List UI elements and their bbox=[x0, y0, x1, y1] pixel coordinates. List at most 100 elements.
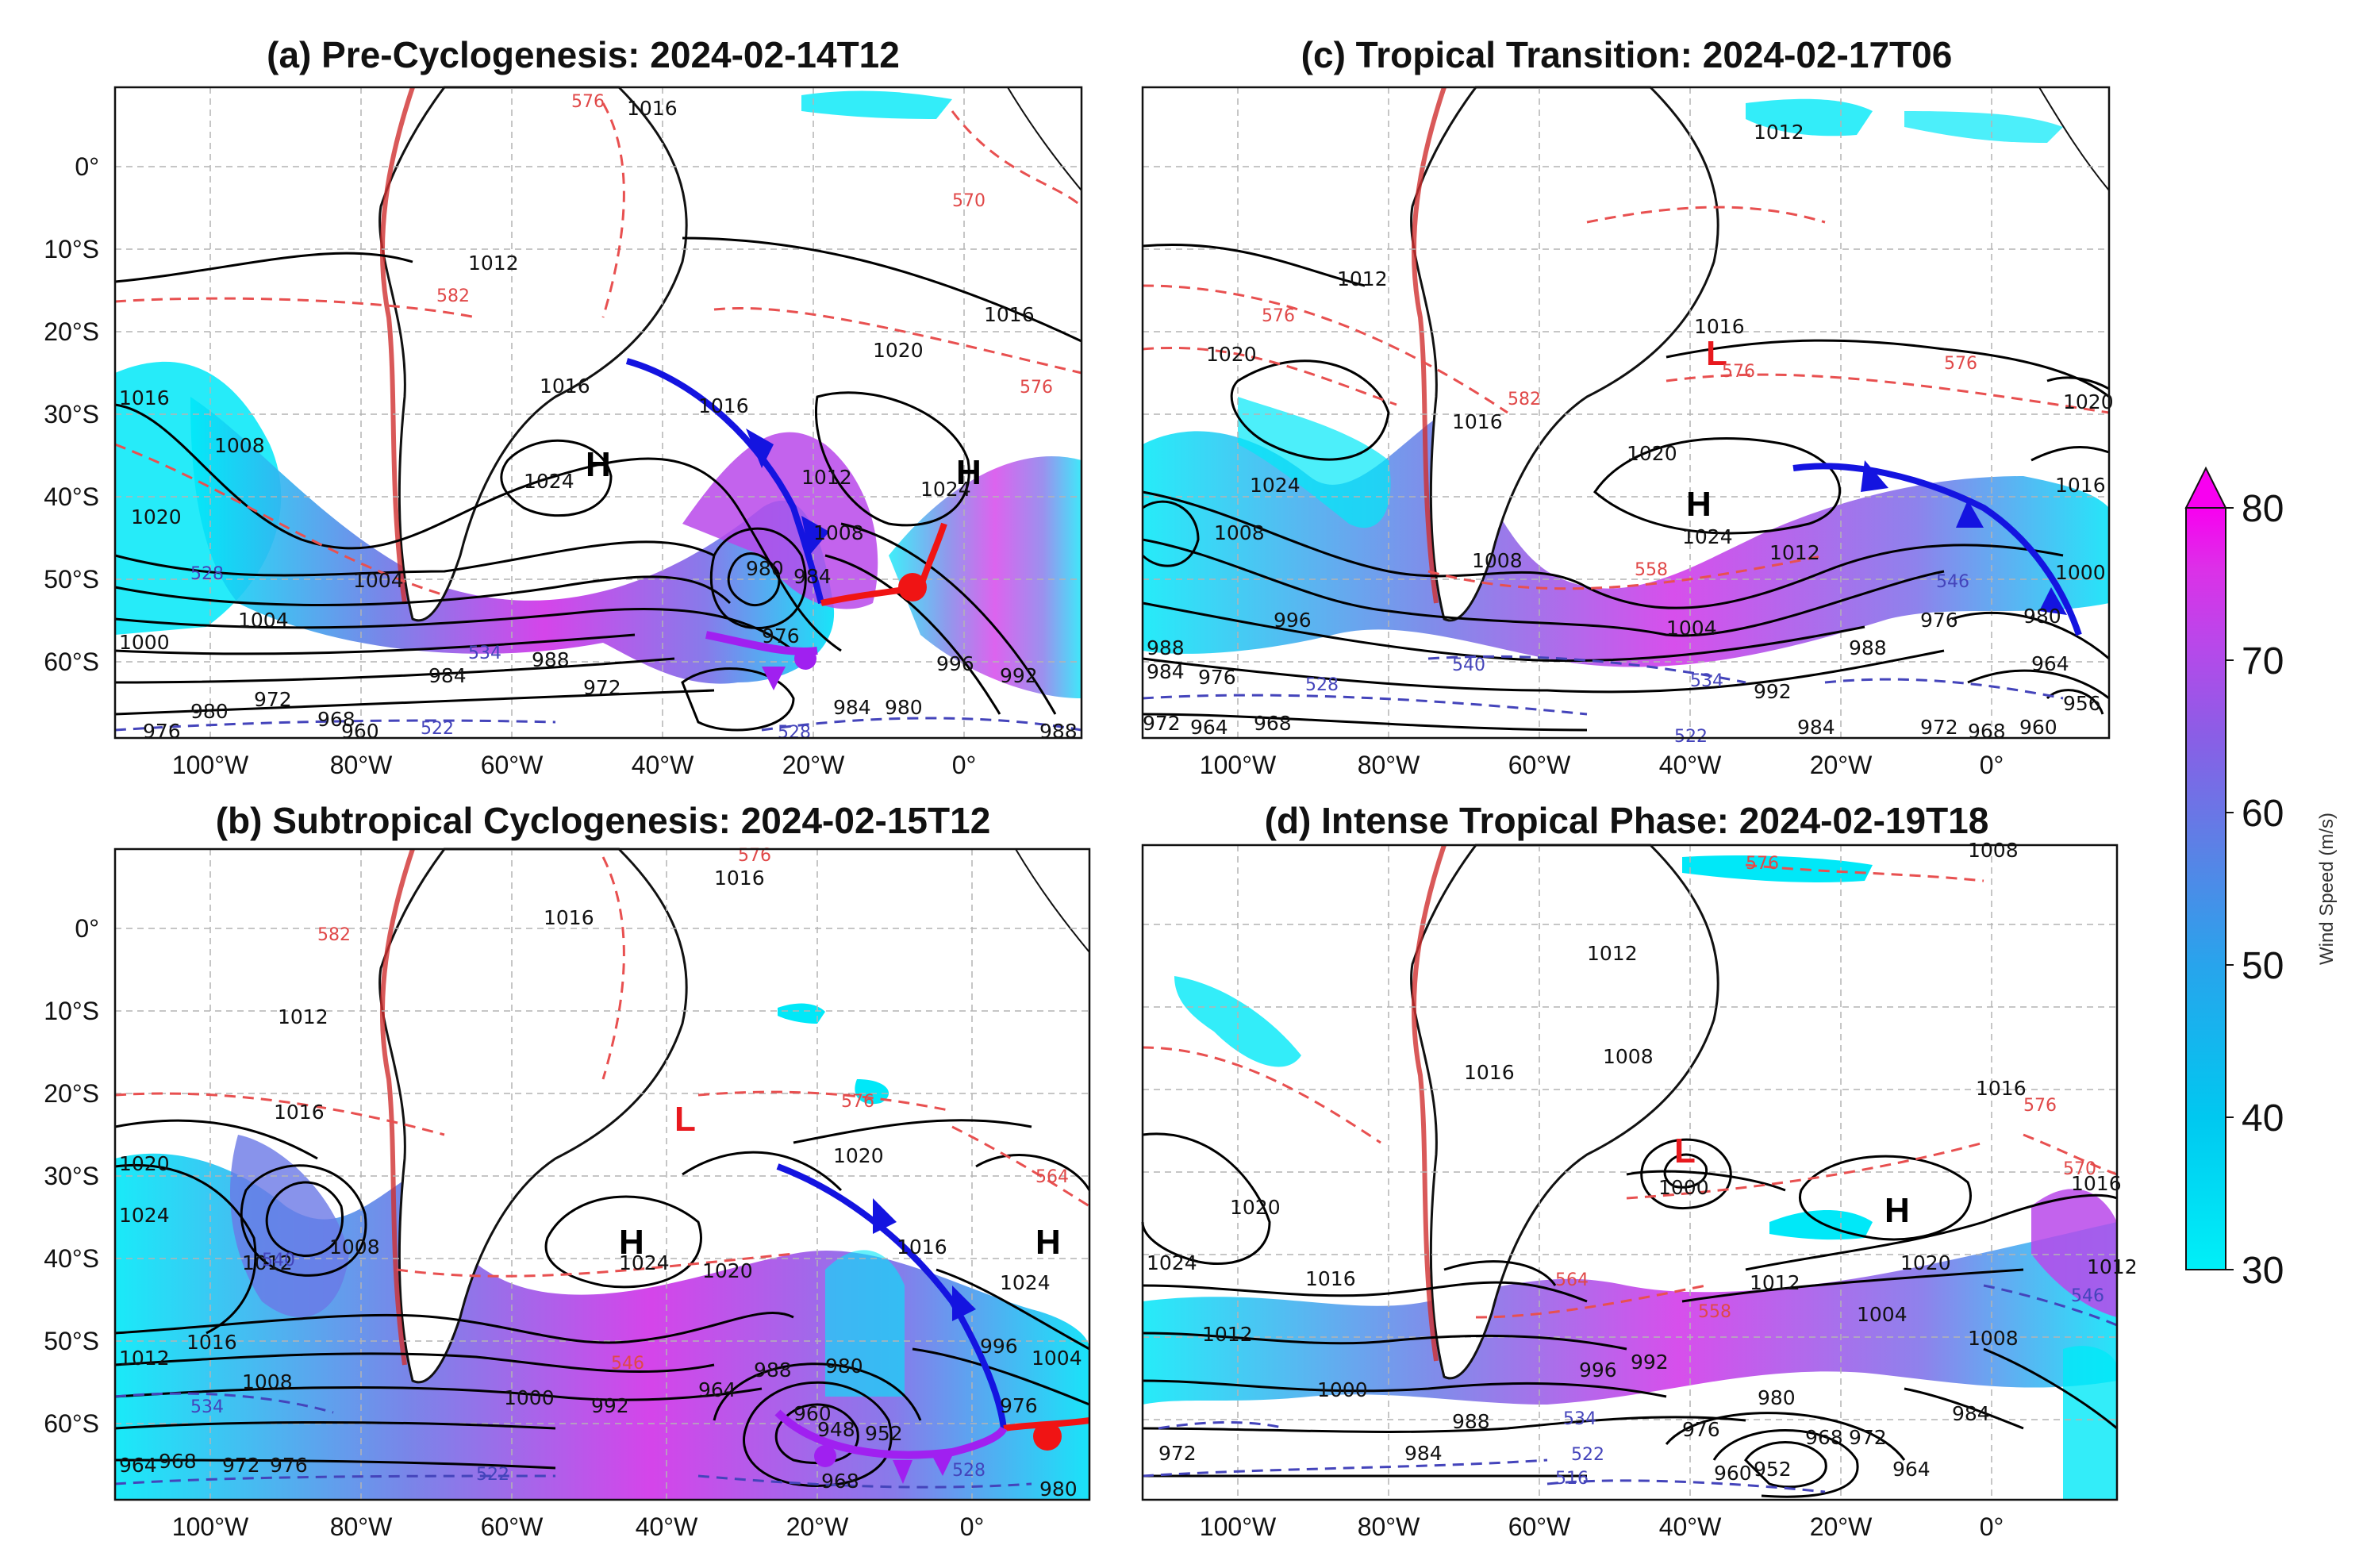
panel-d-isobar-label: 1000 bbox=[1317, 1378, 1368, 1401]
panel-c-isobar-label: 1024 bbox=[1682, 525, 1733, 548]
panel-a-x-tick: 100°W bbox=[172, 751, 249, 779]
panel-a-height-label-blue: 534 bbox=[468, 644, 501, 663]
panel-b-system-h2: H bbox=[1035, 1223, 1061, 1262]
panel-b-y-tick: 40°S bbox=[44, 1244, 99, 1273]
panel-a-isobar-label: 968 bbox=[317, 708, 355, 731]
panel-b-height-label-blue: 534 bbox=[190, 1397, 224, 1417]
panel-b-isobar-label: 1008 bbox=[242, 1370, 293, 1393]
panel-a-isobar-label: 1012 bbox=[468, 252, 519, 275]
panel-b-isobar-label: 1012 bbox=[278, 1005, 328, 1028]
panel-b-y-tick: 60°S bbox=[44, 1409, 99, 1438]
panel-a-system-h1: H bbox=[586, 445, 611, 484]
panel-c-isobar-label: 988 bbox=[1147, 636, 1185, 659]
panel-b-isobar-label: 1008 bbox=[329, 1236, 380, 1259]
panel-d: (d) Intense Tropical Phase: 2024-02-19T1… bbox=[1141, 800, 2138, 1541]
panel-c-isobar-label: 968 bbox=[1968, 720, 2006, 743]
panel-b-system-h1: H bbox=[619, 1223, 644, 1262]
panel-a-isobar-labels: 1016 1012 1016 1020 1016 1016 1024 1016 … bbox=[119, 97, 1078, 743]
panel-c-map: L H 1012 1012 1020 1024 1016 1008 996 98… bbox=[1141, 86, 2114, 747]
panel-a-isobar-label: 1020 bbox=[131, 505, 182, 528]
panel-d-isobar-label: 1008 bbox=[1968, 839, 2019, 862]
panel-b-isobar-label: 980 bbox=[825, 1355, 863, 1378]
panel-a-isobar-label: 976 bbox=[762, 625, 800, 648]
panel-d-isobar-label: 1012 bbox=[1587, 942, 1638, 965]
panel-d-isobar-label: 1000 bbox=[1658, 1176, 1709, 1199]
panel-d-isobar-label: 1024 bbox=[1147, 1251, 1197, 1274]
panel-d-height-label: 576 bbox=[1746, 854, 1779, 874]
panel-b-x-tick: 20°W bbox=[786, 1512, 849, 1541]
panel-d-isobar-label: 1020 bbox=[1230, 1196, 1281, 1219]
panel-b-isobar-label: 948 bbox=[817, 1418, 855, 1441]
panel-d-height-label-blue: 522 bbox=[1571, 1445, 1604, 1465]
panel-b-height-label: 582 bbox=[317, 925, 351, 945]
panel-d-height-label: 564 bbox=[1555, 1270, 1589, 1290]
panel-a-y-tick: 40°S bbox=[44, 482, 99, 511]
panel-b-isobar-label: 988 bbox=[754, 1359, 792, 1382]
panel-d-system-l: L bbox=[1674, 1132, 1696, 1170]
panel-c-isobar-label: 1024 bbox=[1250, 474, 1301, 497]
panel-b: (b) Subtropical Cyclogenesis: 2024-02-15… bbox=[44, 800, 1091, 1541]
panel-c-x-tick: 0° bbox=[1980, 751, 2004, 779]
panel-c-isobar-label: 964 bbox=[2031, 652, 2069, 675]
panel-c-isobar-label: 1008 bbox=[1214, 521, 1265, 544]
panel-a-title: (a) Pre-Cyclogenesis: 2024-02-14T12 bbox=[267, 34, 900, 75]
panel-b-isobar-label: 1016 bbox=[714, 867, 765, 890]
panel-c-isobar-label: 956 bbox=[2063, 692, 2101, 715]
panel-d-isobar-label: 952 bbox=[1754, 1458, 1792, 1481]
panel-a-x-tick: 20°W bbox=[782, 751, 845, 779]
panel-a-isobar-label: 1016 bbox=[984, 303, 1035, 326]
panel-a-isobar-label: 1004 bbox=[238, 609, 289, 632]
panel-d-system-h: H bbox=[1885, 1191, 1910, 1230]
panel-b-isobar-label: 1024 bbox=[1000, 1271, 1051, 1294]
panel-a-isobar-label: 988 bbox=[532, 648, 570, 671]
panel-c: (c) Tropical Transition: 2024-02-17T06 bbox=[1141, 34, 2114, 779]
panel-c-isobar-label: 988 bbox=[1849, 636, 1887, 659]
panel-a-isobar-label: 972 bbox=[254, 688, 292, 711]
panel-c-isobar-label: 1020 bbox=[1206, 343, 1257, 366]
panel-c-height-label: 576 bbox=[1944, 354, 1977, 374]
panel-a-isobar-label: 1024 bbox=[524, 470, 574, 493]
panel-c-height-label-blue: 522 bbox=[1674, 727, 1708, 747]
panel-b-isobar-label: 1004 bbox=[1032, 1347, 1082, 1370]
panel-a-isobar-label: 992 bbox=[1000, 664, 1038, 687]
panel-c-isobar-label: 1016 bbox=[1694, 315, 1745, 338]
panel-b-isobar-label: 1016 bbox=[897, 1236, 947, 1259]
panel-c-height-label-blue: 534 bbox=[1690, 671, 1723, 691]
panel-a-isobar-label: 1024 bbox=[920, 478, 971, 501]
panel-c-isobar-label: 960 bbox=[2019, 716, 2057, 739]
panel-b-height-label: 576 bbox=[841, 1092, 874, 1112]
panel-b-height-label-blue: 522 bbox=[476, 1465, 509, 1485]
panel-d-isobar-label: 1016 bbox=[1976, 1077, 2027, 1100]
panel-a-isobar-label: 1020 bbox=[873, 339, 924, 362]
panel-d-x-tick: 20°W bbox=[1810, 1512, 1873, 1541]
panel-b-isobar-labels: 1016 1016 1012 1016 1020 1024 1008 1012 … bbox=[119, 867, 1082, 1501]
panel-c-system-l: L bbox=[1706, 334, 1727, 373]
panel-d-isobar-label: 1016 bbox=[1464, 1061, 1515, 1084]
panel-a-y-tick: 30°S bbox=[44, 400, 99, 429]
panel-b-isobar-label: 952 bbox=[865, 1422, 903, 1445]
panel-b-isobar-label: 960 bbox=[793, 1402, 832, 1425]
panel-c-x-tick: 80°W bbox=[1358, 751, 1420, 779]
panel-d-height-labels: 576 576 564 570 558 534 522 516 546 bbox=[1555, 854, 2104, 1489]
panel-c-x-axis: 100°W 80°W 60°W 40°W 20°W 0° bbox=[1200, 751, 2004, 779]
panel-a: (a) Pre-Cyclogenesis: 2024-02-14T12 bbox=[44, 34, 1083, 779]
panel-b-isobar-label: 968 bbox=[821, 1470, 859, 1493]
panel-b-isobar-label: 1012 bbox=[119, 1347, 170, 1370]
panel-d-x-tick: 0° bbox=[1980, 1512, 2004, 1541]
panel-a-isobar-label: 996 bbox=[936, 652, 974, 675]
panel-c-isobar-label: 984 bbox=[1797, 716, 1835, 739]
panel-c-isobar-label: 964 bbox=[1190, 716, 1228, 739]
panel-a-isobar-label: 1016 bbox=[119, 386, 170, 409]
panel-c-isobar-label: 1020 bbox=[1627, 442, 1677, 465]
panel-d-isobar-label: 1012 bbox=[1202, 1323, 1253, 1346]
panel-c-isobar-label: 992 bbox=[1754, 680, 1792, 703]
panel-c-height-label: 558 bbox=[1635, 560, 1668, 580]
panel-b-title: (b) Subtropical Cyclogenesis: 2024-02-15… bbox=[216, 800, 991, 841]
panel-b-height-label: 546 bbox=[611, 1354, 644, 1374]
panel-c-height-label: 582 bbox=[1508, 390, 1541, 409]
panel-b-isobar-label: 992 bbox=[591, 1394, 629, 1417]
panel-a-isobar-label: 1004 bbox=[353, 569, 404, 592]
panel-c-height-label-blue: 528 bbox=[1305, 675, 1339, 695]
panel-a-isobar-label: 980 bbox=[746, 557, 784, 580]
